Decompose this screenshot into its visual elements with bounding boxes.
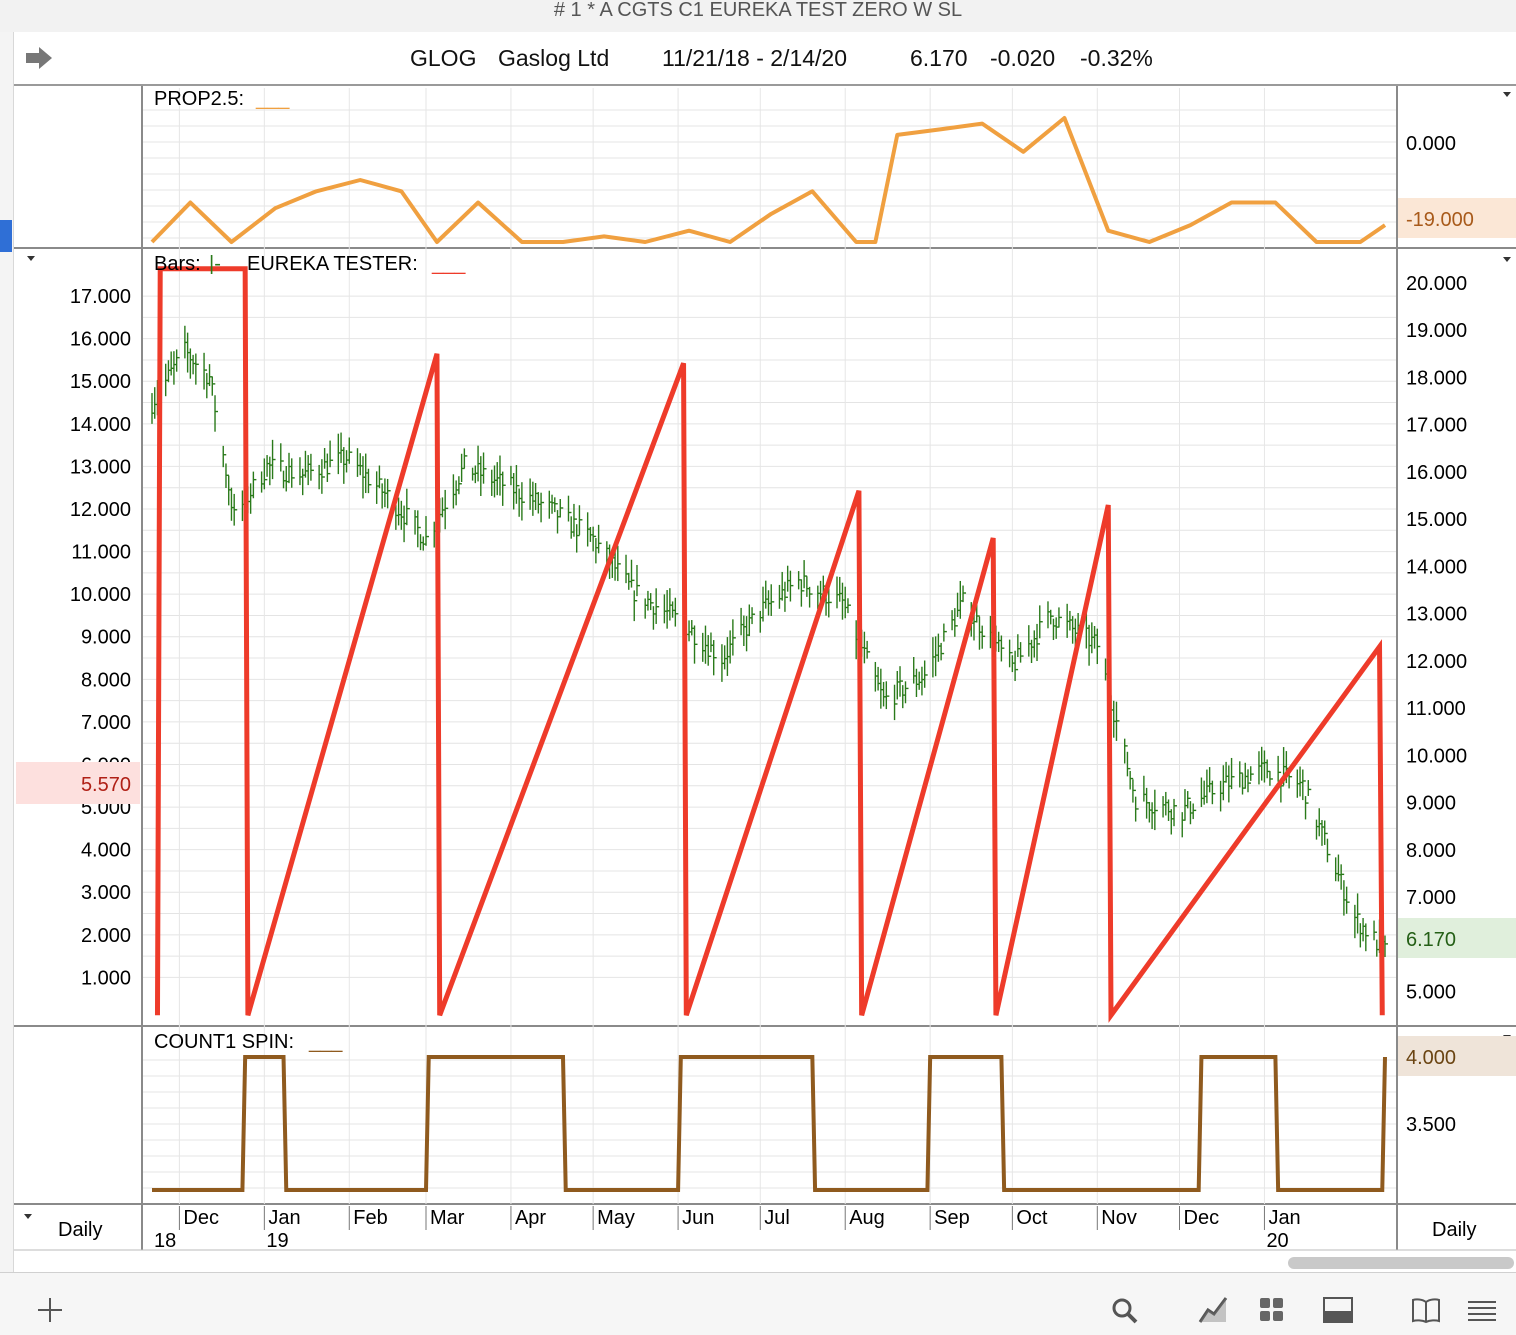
left-tick-label: 8.000 (81, 669, 131, 691)
left-tick-label: 15.000 (70, 371, 131, 393)
symbol-label: GLOG (410, 45, 477, 71)
chart-header (14, 32, 1516, 86)
prop-marker: ___ (255, 88, 290, 110)
x-year-label: 20 (1266, 1230, 1288, 1252)
count-spin-line (152, 1055, 1387, 1192)
left-tick-label: 1.000 (81, 967, 131, 989)
period-right[interactable]: Daily (1432, 1219, 1476, 1241)
left-tick-label: 3.000 (81, 882, 131, 904)
main-menu-icon[interactable] (1503, 257, 1511, 262)
right-last-value: 6.170 (1406, 929, 1456, 951)
left-tick-label: 2.000 (81, 925, 131, 947)
x-tick-label: Oct (1016, 1207, 1048, 1229)
left-tick-label: 9.000 (81, 627, 131, 649)
right-last-badge (1398, 918, 1516, 958)
left-tick-label: 14.000 (70, 414, 131, 436)
x-tick-label: Nov (1101, 1207, 1137, 1229)
window-title: # 1 * A CGTS C1 EUREKA TEST ZERO W SL (553, 0, 963, 21)
right-tick-label: 16.000 (1406, 462, 1467, 484)
count-last-value: 4.000 (1406, 1047, 1456, 1069)
bars-marker: |- (209, 253, 221, 275)
count-label: COUNT1 SPIN: (154, 1031, 294, 1053)
prop-tick: 0.000 (1406, 133, 1456, 155)
line-chart-icon[interactable] (1198, 1294, 1230, 1326)
period-menu-icon[interactable] (24, 1214, 32, 1219)
left-strip (0, 32, 14, 1272)
period-left[interactable]: Daily (58, 1219, 102, 1241)
left-last-value: 5.570 (81, 774, 131, 796)
x-tick-label: Mar (430, 1207, 465, 1229)
right-tick-label: 5.000 (1406, 982, 1456, 1004)
horizontal-scrollbar[interactable] (1288, 1257, 1514, 1269)
price-change-pct: -0.32% (1080, 45, 1153, 71)
x-tick-label: Jan (1268, 1207, 1300, 1229)
x-tick-label: Dec (183, 1207, 219, 1229)
x-tick-label: Jan (268, 1207, 300, 1229)
panel-layout-icon[interactable] (1322, 1294, 1354, 1326)
x-tick-label: Jul (764, 1207, 790, 1229)
date-range: 11/21/18 - 2/14/20 (662, 45, 847, 71)
arrow-right-icon[interactable] (24, 44, 54, 72)
right-tick-label: 17.000 (1406, 415, 1467, 437)
right-tick-label: 12.000 (1406, 651, 1467, 673)
right-tick-label: 14.000 (1406, 556, 1467, 578)
right-tick-label: 18.000 (1406, 367, 1467, 389)
x-tick-label: Apr (515, 1207, 546, 1229)
selection-indicator (0, 220, 12, 252)
left-tick-label: 4.000 (81, 840, 131, 862)
left-tick-label: 11.000 (71, 542, 131, 564)
price-change: -0.020 (990, 45, 1056, 71)
stock-chart[interactable]: PROP2.5: ___ Bars: |- EUREKA TESTER: ___… (0, 0, 1516, 1272)
menu-icon[interactable] (1466, 1294, 1498, 1326)
company-name: Gaslog Ltd (498, 45, 610, 71)
price-bars (151, 325, 1388, 958)
count-tick: 3.500 (1406, 1114, 1456, 1136)
left-tick-label: 17.000 (70, 286, 131, 308)
tester-marker: ___ (431, 253, 466, 275)
x-tick-label: Jun (682, 1207, 714, 1229)
right-tick-label: 20.000 (1406, 273, 1467, 295)
prop-last-value: -19.000 (1406, 209, 1474, 231)
prop-last-badge (1398, 198, 1516, 238)
right-tick-label: 8.000 (1406, 840, 1456, 862)
count-marker: ___ (308, 1031, 343, 1053)
right-tick-label: 15.000 (1406, 509, 1467, 531)
x-tick-label: May (597, 1207, 635, 1229)
x-tick-label: Aug (849, 1207, 885, 1229)
prop-line (150, 116, 1387, 244)
right-tick-label: 13.000 (1406, 604, 1467, 626)
x-year-label: 18 (154, 1230, 176, 1252)
left-tick-label: 13.000 (70, 456, 131, 478)
bottom-toolbar (0, 1272, 1516, 1335)
last-price: 6.170 (910, 45, 968, 71)
x-year-label: 19 (266, 1230, 288, 1252)
x-tick-label: Sep (934, 1207, 970, 1229)
left-last-badge (16, 762, 140, 804)
count-last-badge (1398, 1036, 1516, 1076)
x-tick-label: Dec (1184, 1207, 1220, 1229)
left-axis-menu-icon[interactable] (27, 256, 35, 261)
eureka-tester-line (154, 266, 1385, 1023)
left-tick-label: 16.000 (70, 329, 131, 351)
bars-label: Bars: (154, 253, 201, 275)
tester-label: EUREKA TESTER: (247, 253, 418, 275)
right-tick-label: 19.000 (1406, 320, 1467, 342)
right-tick-label: 7.000 (1406, 887, 1456, 909)
left-tick-label: 7.000 (81, 712, 131, 734)
right-tick-label: 9.000 (1406, 793, 1456, 815)
prop-label: PROP2.5: (154, 88, 244, 110)
search-icon[interactable] (1110, 1294, 1138, 1326)
prop-menu-icon[interactable] (1503, 92, 1511, 97)
left-tick-label: 10.000 (70, 584, 131, 606)
x-tick-label: Feb (353, 1207, 387, 1229)
book-icon[interactable] (1410, 1294, 1442, 1326)
grid-layout-icon[interactable] (1258, 1294, 1286, 1326)
right-tick-label: 11.000 (1406, 698, 1466, 720)
add-icon[interactable] (36, 1294, 64, 1326)
right-tick-label: 10.000 (1406, 745, 1467, 767)
left-tick-label: 12.000 (70, 499, 131, 521)
